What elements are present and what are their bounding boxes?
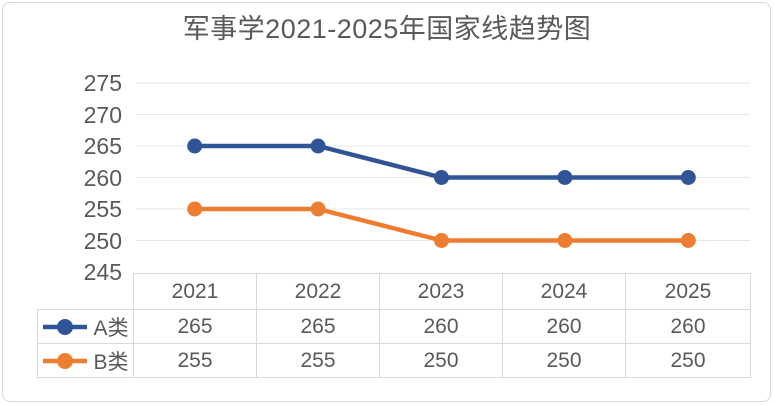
data-point-marker <box>434 170 449 185</box>
data-point-marker <box>310 201 326 217</box>
legend-cell-A类: A类 <box>37 309 134 344</box>
series-name-label: A类 <box>93 316 129 340</box>
y-axis-tick-label: 270 <box>83 101 122 128</box>
series-name-label: B类 <box>93 350 129 374</box>
table-header-year: 2024 <box>502 273 626 310</box>
data-point-marker <box>557 233 573 248</box>
legend-cell-B类: B类 <box>37 343 134 378</box>
data-point-marker <box>680 233 696 248</box>
y-axis-tick-label: 265 <box>83 133 122 159</box>
table-header-year: 2022 <box>256 273 380 310</box>
table-row-B类: B类 255 255 250 250 250 <box>37 343 751 378</box>
table-header-year: 2023 <box>379 273 503 310</box>
table-value-cell: 255 <box>133 343 257 378</box>
data-point-marker <box>187 138 203 154</box>
y-axis-tick-label: 260 <box>83 164 122 191</box>
legend-key-icon <box>43 318 88 335</box>
y-axis-tick-label: 250 <box>83 227 122 254</box>
y-axis-tick-label: 275 <box>83 70 122 96</box>
table-value-cell: 250 <box>379 343 503 378</box>
legend-key-icon <box>43 352 88 369</box>
table-header-year: 2025 <box>625 273 751 310</box>
table-value-cell: 255 <box>256 343 380 378</box>
table-corner-cell <box>37 273 134 310</box>
table-header-year: 2021 <box>133 273 257 310</box>
data-point-marker <box>680 170 696 185</box>
data-point-marker <box>434 233 449 248</box>
table-value-cell: 250 <box>625 343 751 378</box>
data-point-marker <box>310 138 326 154</box>
data-point-marker <box>557 170 573 185</box>
y-axis-tick-label: 255 <box>83 196 122 222</box>
table-value-cell: 260 <box>625 309 751 344</box>
table-row-A类: A类 265 265 260 260 260 <box>37 309 751 344</box>
table-value-cell: 250 <box>502 343 626 378</box>
table-value-cell: 265 <box>133 309 257 344</box>
data-table: 2021 2022 2023 2024 2025 A类 265 265 260 260 260 B类 2… <box>37 273 751 378</box>
table-value-cell: 265 <box>256 309 380 344</box>
chart-title: 军事学2021-2025年国家线趋势图 <box>182 14 592 44</box>
table-value-cell: 260 <box>502 309 626 344</box>
data-point-marker <box>187 201 203 217</box>
table-value-cell: 260 <box>379 309 503 344</box>
